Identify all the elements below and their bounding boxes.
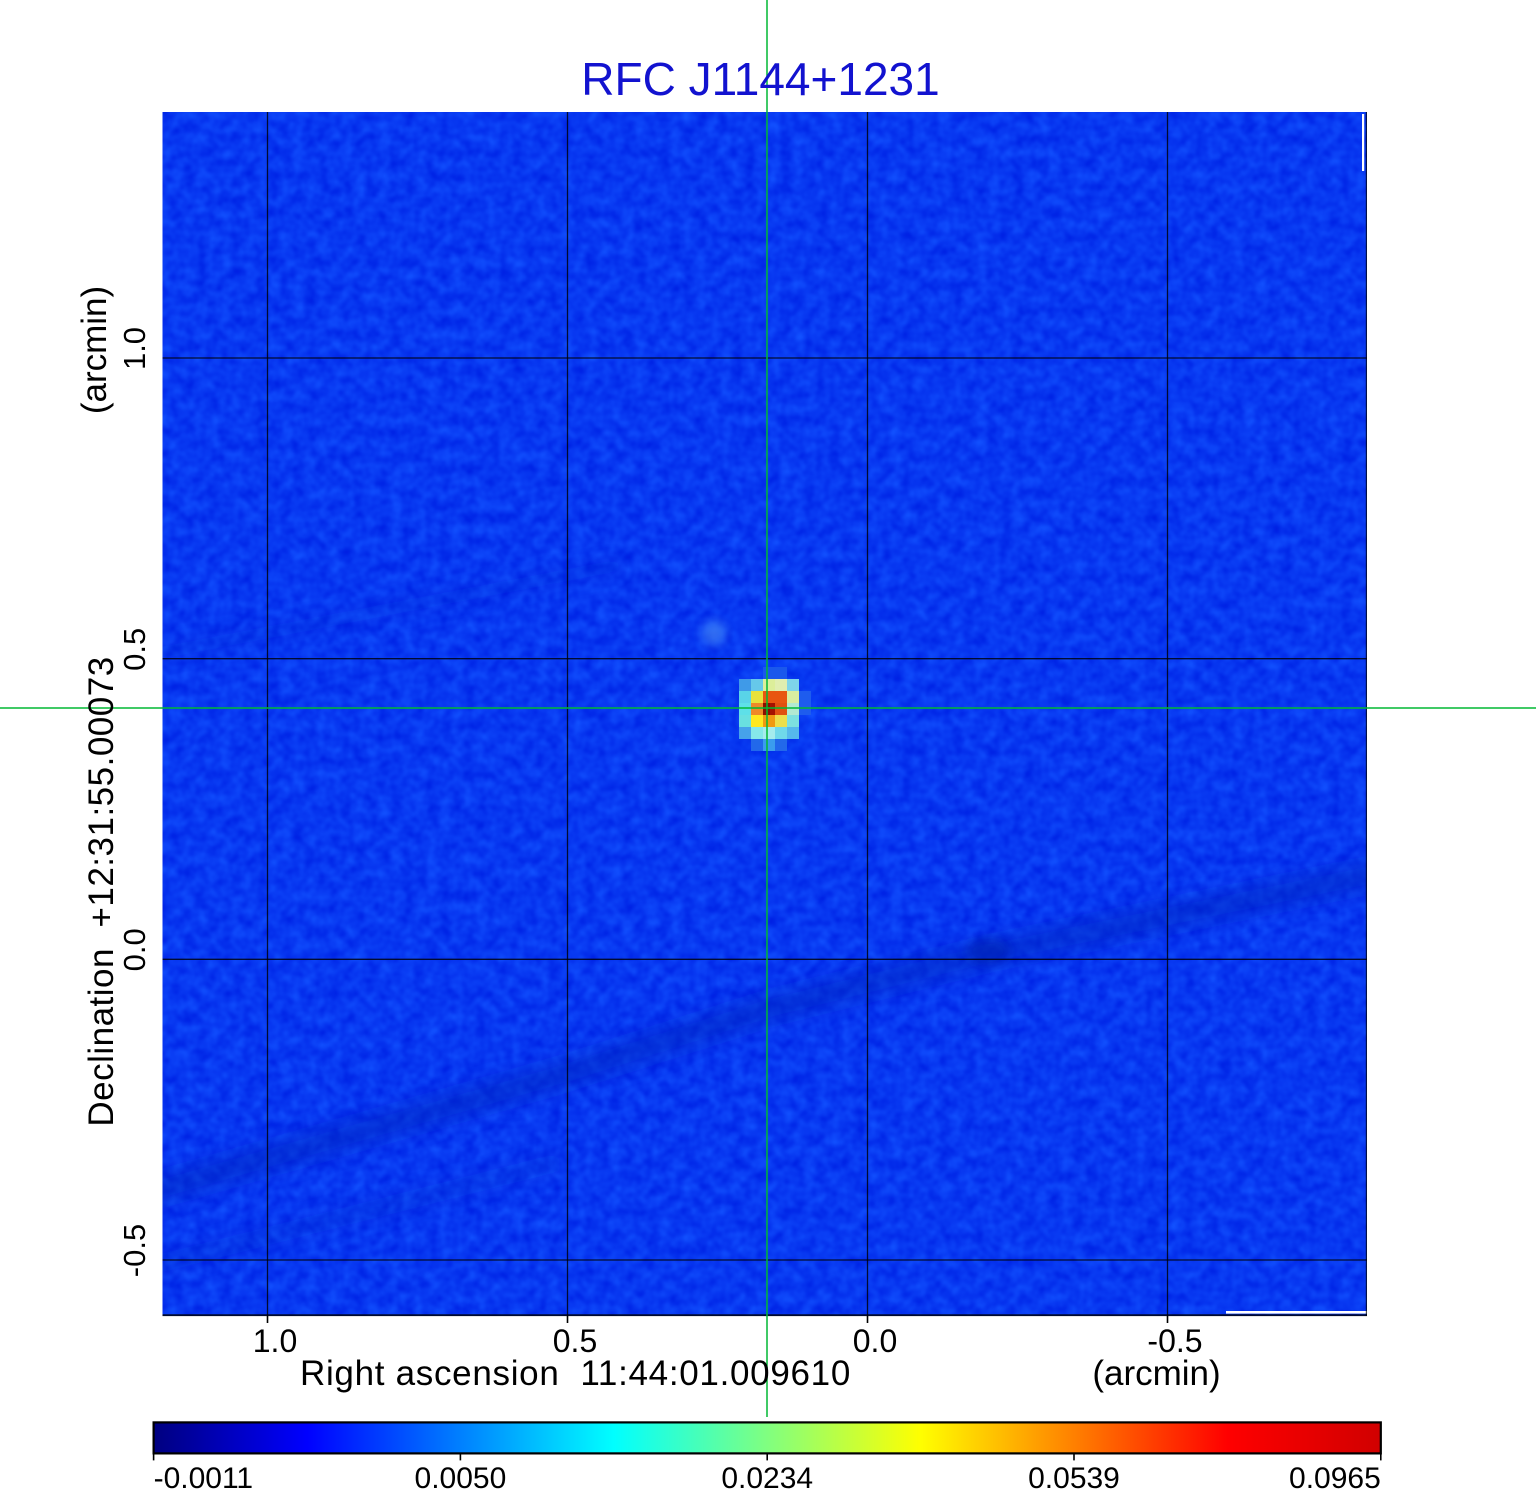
svg-text:RFC J1144+1231: RFC J1144+1231 — [581, 53, 939, 105]
svg-text:Right ascension 11:44:01.0096: Right ascension 11:44:01.009610 — [300, 1354, 851, 1393]
svg-text:0.0965: 0.0965 — [1289, 1462, 1381, 1495]
svg-text:(arcmin): (arcmin) — [75, 286, 114, 414]
svg-text:-0.5: -0.5 — [117, 1224, 152, 1277]
svg-text:0.0539: 0.0539 — [1028, 1462, 1120, 1495]
svg-text:-0.5: -0.5 — [1147, 1323, 1202, 1359]
svg-text:0.0234: 0.0234 — [721, 1462, 813, 1495]
svg-text:0.5: 0.5 — [117, 628, 152, 671]
svg-text:0.0: 0.0 — [117, 928, 152, 971]
svg-text:(arcmin): (arcmin) — [1092, 1354, 1220, 1393]
svg-text:0.0050: 0.0050 — [415, 1462, 507, 1495]
svg-text:-0.0011: -0.0011 — [154, 1462, 254, 1495]
svg-text:Declination +12:31:55.00073: Declination +12:31:55.00073 — [82, 656, 121, 1126]
svg-text:0.5: 0.5 — [553, 1323, 597, 1359]
svg-text:0.0: 0.0 — [853, 1323, 897, 1359]
svg-text:1.0: 1.0 — [117, 327, 152, 370]
svg-text:1.0: 1.0 — [253, 1323, 297, 1359]
